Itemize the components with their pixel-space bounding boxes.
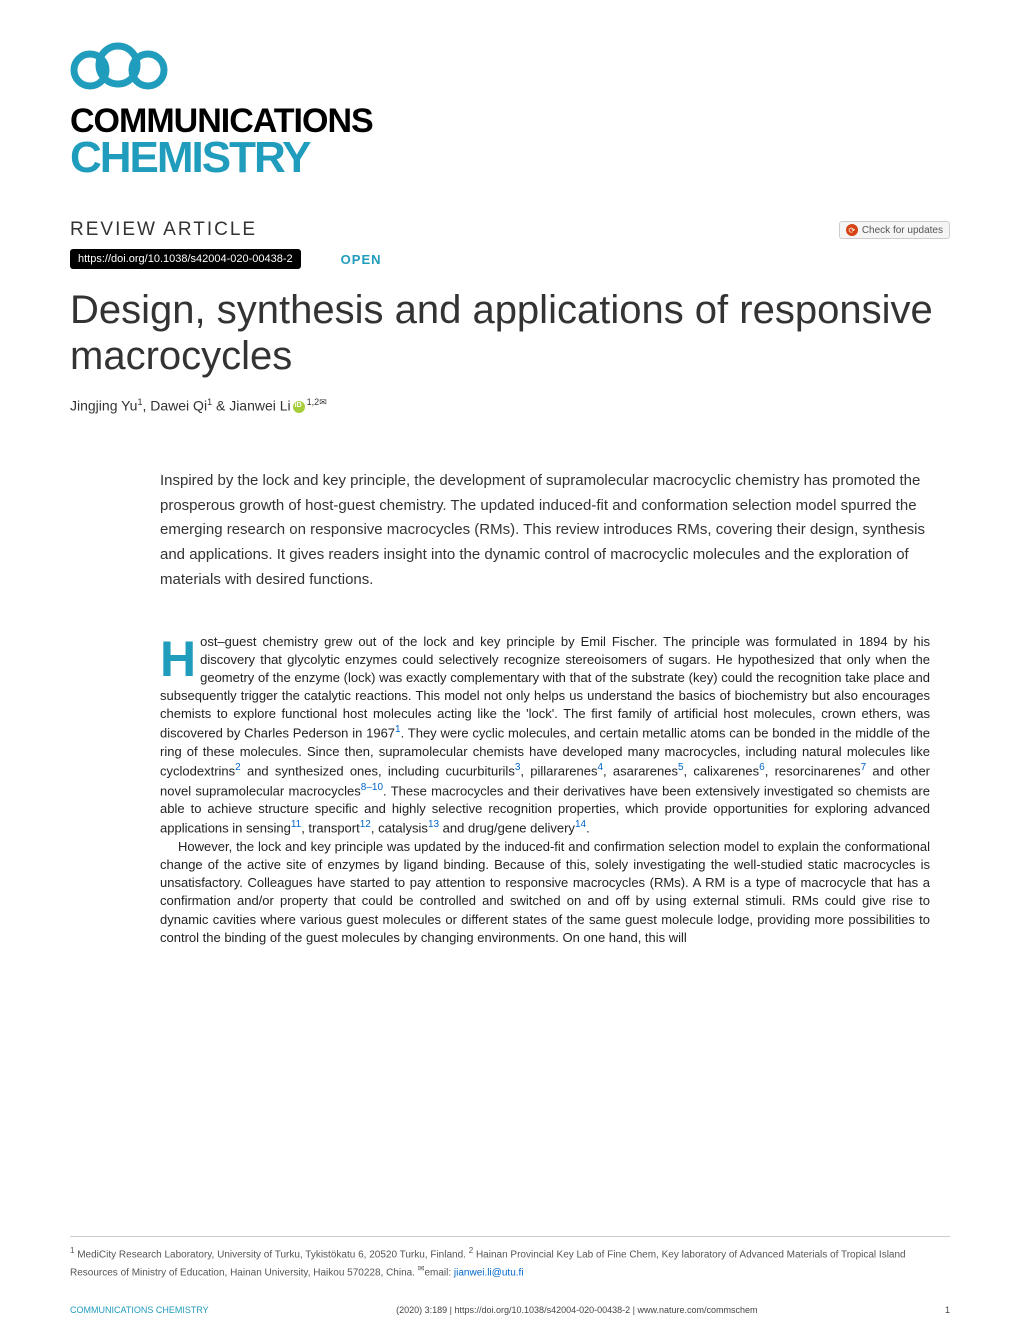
- doi-row: https://doi.org/10.1038/s42004-020-00438…: [70, 249, 950, 269]
- ref-link-8[interactable]: 8–10: [361, 782, 383, 793]
- para1-text-7: , resorcinarenes: [765, 763, 861, 778]
- email-label: email:: [424, 1267, 453, 1278]
- open-access-label: OPEN: [341, 252, 382, 267]
- journal-logo-icon: [70, 40, 950, 100]
- orcid-icon[interactable]: [293, 401, 305, 413]
- para1-text-11: , catalysis: [371, 821, 428, 836]
- email-link[interactable]: jianwei.li@utu.fi: [454, 1267, 524, 1278]
- ref-link-14[interactable]: 14: [575, 819, 586, 830]
- ref-link-13[interactable]: 13: [428, 819, 439, 830]
- paragraph-2: However, the lock and key principle was …: [160, 838, 930, 947]
- para1-text-6: , calixarenes: [684, 763, 760, 778]
- page-number: 1: [945, 1305, 950, 1315]
- para1-text-12: and drug/gene delivery: [439, 821, 575, 836]
- body-text: Host–guest chemistry grew out of the loc…: [70, 633, 950, 948]
- corresponding-author-icon: ✉: [319, 397, 327, 407]
- aff-1-text: MediCity Research Laboratory, University…: [74, 1250, 468, 1261]
- article-type-label: REVIEW ARTICLE: [70, 219, 257, 241]
- footer-journal: COMMUNICATIONS CHEMISTRY: [70, 1305, 209, 1315]
- check-updates-icon: ⟳: [846, 224, 858, 236]
- para1-text-4: , pillararenes: [520, 763, 597, 778]
- abstract: Inspired by the lock and key principle, …: [70, 469, 950, 593]
- check-updates-button[interactable]: ⟳ Check for updates: [839, 221, 950, 239]
- journal-title: COMMUNICATIONS CHEMISTRY: [70, 105, 950, 179]
- page-footer: COMMUNICATIONS CHEMISTRY (2020) 3:189 | …: [70, 1305, 950, 1315]
- para1-text-3: and synthesized ones, including cucurbit…: [241, 763, 515, 778]
- author-sep-2: & Jianwei Li: [212, 398, 291, 414]
- check-updates-label: Check for updates: [862, 225, 943, 236]
- ref-link-12[interactable]: 12: [360, 819, 371, 830]
- article-title: Design, synthesis and applications of re…: [70, 287, 950, 379]
- para1-text-10: , transport: [301, 821, 360, 836]
- para1-text-1: ost–guest chemistry grew out of the lock…: [160, 634, 930, 741]
- para1-text-end: .: [586, 821, 590, 836]
- author-3-affiliation: 1,2: [307, 397, 320, 407]
- ref-link-11[interactable]: 11: [291, 819, 301, 830]
- dropcap: H: [160, 633, 200, 679]
- para1-text-5: , asararenes: [603, 763, 678, 778]
- footer-citation: (2020) 3:189 | https://doi.org/10.1038/s…: [396, 1305, 757, 1315]
- affiliations: 1 MediCity Research Laboratory, Universi…: [70, 1236, 950, 1280]
- article-type-row: REVIEW ARTICLE ⟳ Check for updates: [70, 219, 950, 241]
- journal-title-line2: CHEMISTRY: [70, 137, 950, 179]
- journal-logo-section: COMMUNICATIONS CHEMISTRY: [70, 40, 950, 179]
- paragraph-1: Host–guest chemistry grew out of the loc…: [160, 633, 930, 838]
- doi-link[interactable]: https://doi.org/10.1038/s42004-020-00438…: [70, 249, 301, 269]
- author-1: Jingjing Yu: [70, 398, 137, 414]
- author-sep-1: , Dawei Qi: [142, 398, 207, 414]
- authors-list: Jingjing Yu1, Dawei Qi1 & Jianwei Li1,2✉: [70, 397, 950, 414]
